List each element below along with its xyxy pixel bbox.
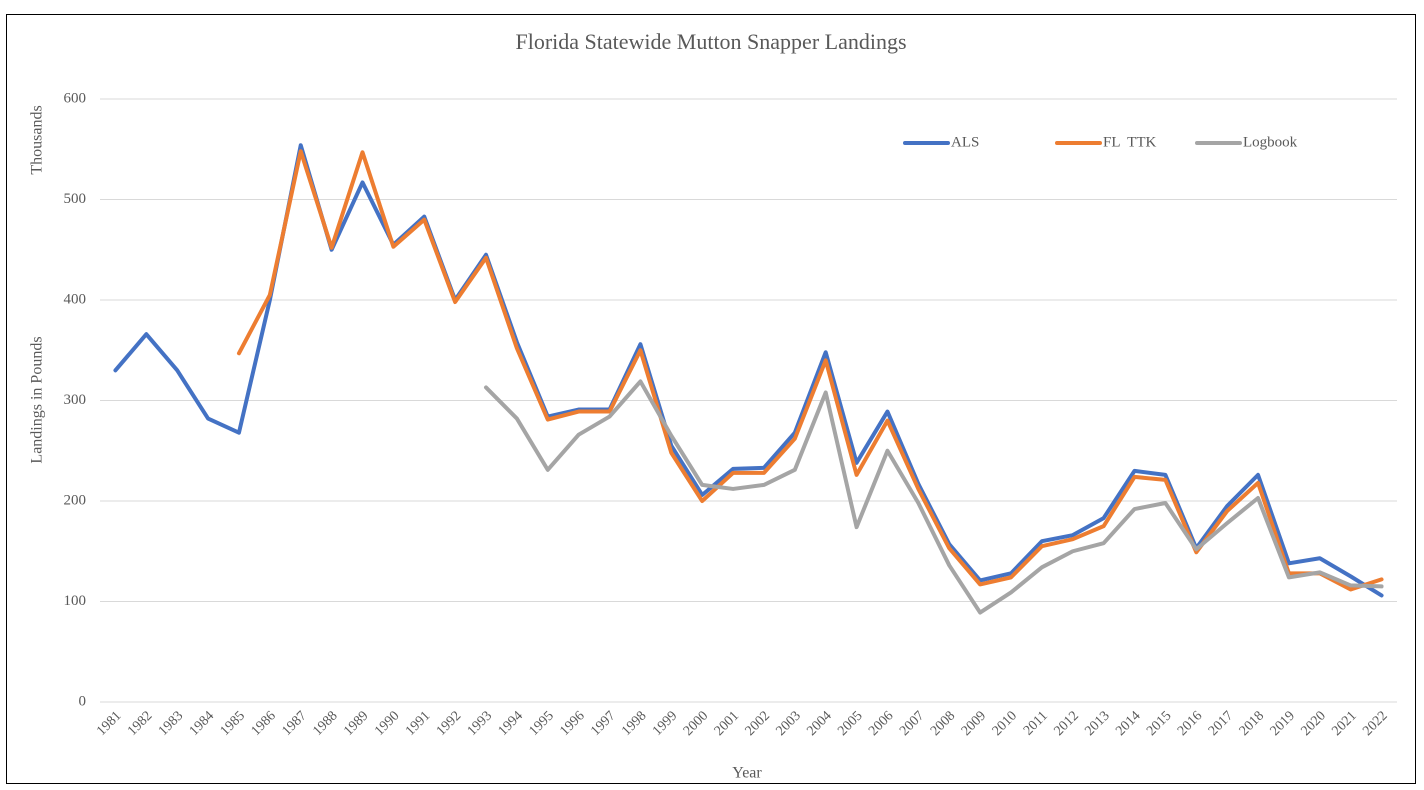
y-tick-label: 600 [64, 90, 87, 106]
legend-label: Logbook [1243, 134, 1298, 150]
y-unit-label: Thousands [29, 105, 46, 174]
legend-label: FL TTK [1103, 134, 1157, 150]
y-axis-label: Landings in Pounds [29, 336, 46, 463]
y-tick-label: 0 [79, 693, 87, 709]
y-tick-label: 400 [64, 291, 87, 307]
y-tick-label: 200 [64, 492, 87, 508]
x-axis-label: Year [732, 765, 762, 782]
y-tick-label: 100 [64, 593, 87, 609]
series-line [484, 379, 1384, 615]
chart-title: Florida Statewide Mutton Snapper Landing… [515, 29, 906, 54]
chart-border [6, 14, 1416, 784]
y-tick-label: 300 [64, 392, 87, 408]
legend-label: ALS [951, 134, 979, 150]
y-tick-label: 500 [64, 191, 87, 207]
